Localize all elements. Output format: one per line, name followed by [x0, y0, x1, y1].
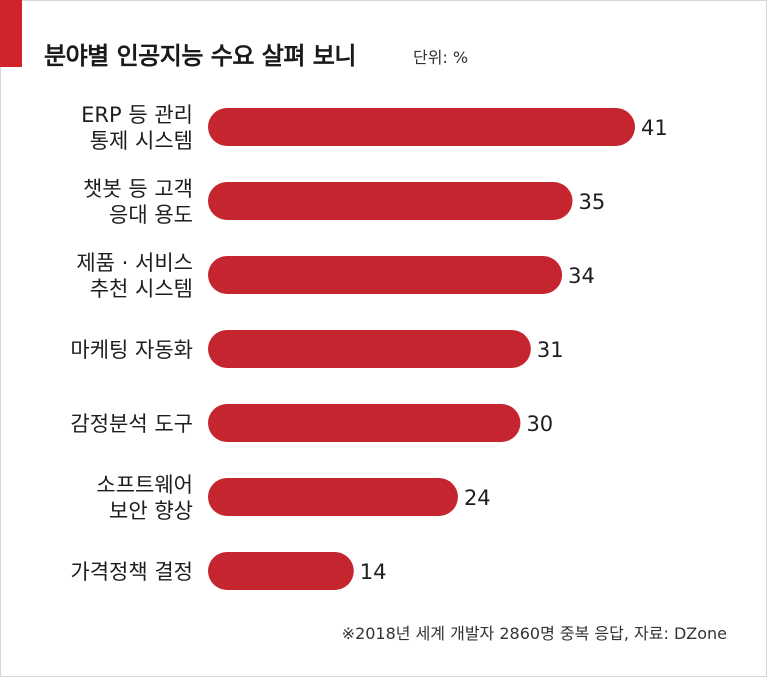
bar-4 [208, 404, 521, 442]
bar-2 [208, 256, 563, 294]
category-label-1: 챗봇 등 고객 응대 용도 [83, 177, 193, 227]
value-label-4: 30 [526, 412, 553, 436]
category-label-line: 챗봇 등 고객 [83, 177, 193, 201]
value-label-6: 14 [360, 560, 387, 584]
category-label-0: ERP 등 관리 통제 시스템 [81, 103, 193, 153]
category-label-4: 감정분석 도구 [70, 412, 193, 436]
category-label-5: 소프트웨어 보안 향상 [96, 473, 193, 523]
bar-3 [208, 330, 531, 368]
source-footnote: ※2018년 세계 개발자 2860명 중복 응답, 자료: DZone [341, 624, 727, 643]
category-label-line: 마케팅 자동화 [70, 338, 193, 362]
bar-0 [208, 108, 635, 146]
category-label-line: 추천 시스템 [90, 277, 193, 301]
accent-bar [0, 0, 22, 67]
value-label-5: 24 [464, 486, 491, 510]
bar-5 [208, 478, 458, 516]
category-label-line: 제품 · 서비스 [76, 251, 193, 275]
category-label-line: 통제 시스템 [90, 129, 193, 153]
bar-6 [208, 552, 354, 590]
category-label-3: 마케팅 자동화 [70, 338, 193, 362]
category-label-line: 보안 향상 [109, 499, 193, 523]
value-label-1: 35 [579, 190, 606, 214]
category-label-6: 가격정책 결정 [70, 560, 193, 584]
bar-1 [208, 182, 573, 220]
value-label-0: 41 [641, 116, 668, 140]
category-label-2: 제품 · 서비스 추천 시스템 [76, 251, 193, 301]
value-label-2: 34 [568, 264, 595, 288]
category-label-line: 가격정책 결정 [70, 560, 193, 584]
category-label-line: 응대 용도 [109, 203, 193, 227]
chart-title: 분야별 인공지능 수요 살펴 보니 [44, 42, 356, 70]
category-label-line: ERP 등 관리 [81, 103, 193, 127]
value-label-3: 31 [537, 338, 564, 362]
unit-label: 단위: % [413, 48, 469, 67]
category-label-line: 소프트웨어 [96, 473, 193, 497]
category-label-line: 감정분석 도구 [70, 412, 193, 436]
